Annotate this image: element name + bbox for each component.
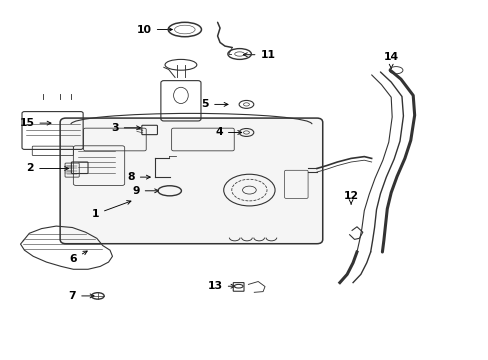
Text: 4: 4 — [215, 127, 241, 138]
Text: 3: 3 — [111, 123, 140, 133]
Text: 13: 13 — [207, 281, 234, 291]
Text: 6: 6 — [69, 251, 87, 264]
Text: 2: 2 — [26, 163, 68, 174]
Text: 7: 7 — [68, 291, 94, 301]
Text: 8: 8 — [127, 172, 150, 182]
Text: 10: 10 — [137, 24, 172, 35]
Text: 15: 15 — [20, 118, 51, 128]
Text: 12: 12 — [343, 191, 358, 204]
Text: 5: 5 — [201, 99, 227, 109]
Text: 9: 9 — [132, 186, 158, 196]
Text: 1: 1 — [91, 201, 131, 219]
FancyBboxPatch shape — [60, 118, 322, 244]
Text: 11: 11 — [243, 50, 275, 60]
Text: 14: 14 — [383, 52, 398, 68]
